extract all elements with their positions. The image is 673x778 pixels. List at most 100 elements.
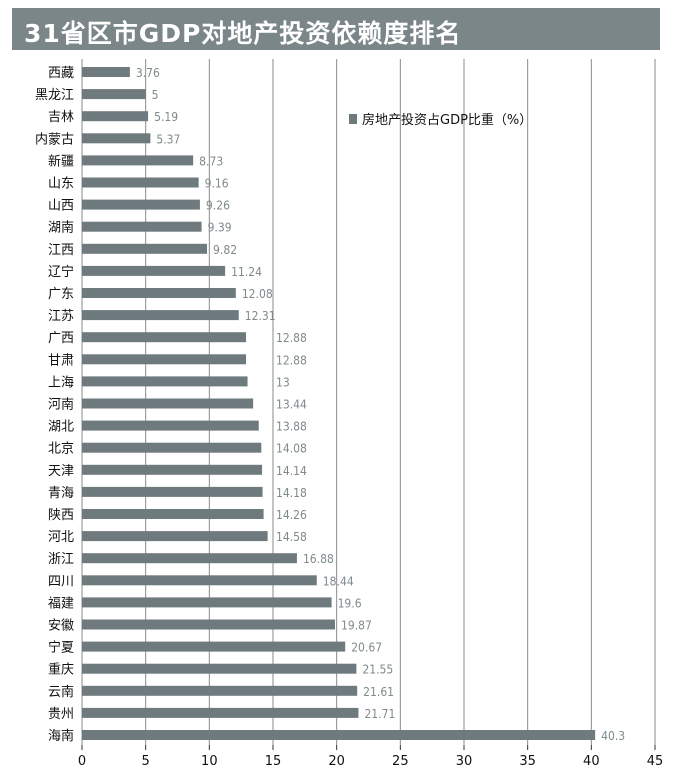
bar	[82, 221, 202, 232]
category-label: 贵州	[48, 707, 74, 722]
value-label: 9.16	[205, 177, 229, 191]
value-label: 13	[276, 375, 290, 389]
bar	[82, 707, 359, 718]
bar	[82, 310, 239, 321]
title-bar: 31省区市GDP对地产投资依赖度排名	[12, 8, 660, 50]
value-label: 14.14	[276, 464, 307, 478]
bar	[82, 111, 149, 122]
category-label: 宁夏	[48, 640, 74, 656]
category-label: 黑龙江	[35, 88, 74, 103]
bar	[82, 486, 263, 497]
value-label: 18.44	[323, 574, 354, 588]
value-label: 14.26	[276, 508, 307, 522]
bar	[82, 597, 332, 608]
x-tick-label: 15	[265, 754, 282, 769]
legend-label: 房地产投资占GDP比重（%）	[362, 112, 532, 128]
value-label: 5	[152, 88, 159, 102]
category-label: 湖南	[48, 220, 74, 236]
bar	[82, 619, 336, 630]
value-label: 40.3	[601, 729, 625, 743]
value-label: 13.88	[276, 420, 307, 434]
category-label: 内蒙古	[35, 131, 74, 147]
value-label: 19.87	[341, 619, 372, 633]
x-tick-label: 5	[142, 754, 150, 769]
category-label: 上海	[48, 375, 74, 390]
category-label: 安徽	[48, 619, 74, 634]
x-tick-label: 30	[456, 754, 473, 769]
category-label: 吉林	[48, 110, 74, 125]
value-label: 9.26	[206, 199, 230, 213]
value-label: 13.44	[276, 398, 307, 412]
bar	[82, 288, 236, 298]
bar	[82, 575, 317, 586]
value-label: 5.19	[154, 110, 178, 124]
bar	[82, 199, 200, 210]
bar	[82, 531, 268, 542]
bar	[82, 730, 596, 740]
bar	[82, 420, 259, 431]
category-label: 山西	[48, 199, 74, 214]
bar	[82, 67, 130, 77]
x-tick-label: 0	[78, 754, 86, 769]
value-label: 21.71	[364, 707, 395, 721]
bar	[82, 265, 226, 276]
category-label: 西藏	[48, 66, 74, 81]
value-label: 9.82	[213, 243, 237, 257]
bar	[82, 89, 146, 100]
x-tick-label: 35	[519, 754, 536, 769]
category-label: 青海	[48, 486, 74, 501]
bar	[82, 243, 208, 254]
bar	[82, 685, 358, 696]
x-tick-label: 25	[392, 754, 409, 769]
bar	[82, 354, 247, 365]
x-tick-label: 40	[583, 754, 600, 769]
value-label: 5.37	[156, 132, 180, 146]
value-label: 12.88	[276, 331, 307, 345]
category-label: 江苏	[48, 308, 74, 324]
value-label: 12.08	[242, 287, 273, 301]
bar	[82, 442, 262, 453]
category-label: 新疆	[48, 153, 74, 169]
bar	[82, 553, 297, 564]
category-label: 陕西	[48, 508, 74, 523]
bar	[82, 641, 346, 652]
value-label: 14.18	[276, 486, 307, 500]
category-label: 江西	[48, 243, 74, 258]
category-label: 甘肃	[48, 353, 74, 368]
category-label: 广西	[48, 331, 74, 346]
category-label: 辽宁	[48, 264, 74, 280]
x-tick-label: 45	[647, 754, 664, 769]
value-label: 11.24	[231, 265, 262, 279]
category-label: 山东	[48, 177, 74, 192]
bar	[82, 133, 151, 144]
category-label: 浙江	[48, 552, 74, 567]
category-label: 河南	[48, 397, 74, 413]
category-label: 重庆	[48, 662, 74, 678]
category-label: 四川	[48, 574, 74, 589]
bar	[82, 398, 254, 409]
category-label: 福建	[48, 596, 74, 611]
value-label: 21.61	[363, 685, 394, 699]
value-label: 8.73	[199, 154, 223, 168]
x-tick-label: 10	[201, 754, 218, 769]
value-label: 14.58	[276, 530, 307, 544]
bar	[82, 177, 199, 188]
category-label: 天津	[48, 464, 74, 479]
value-label: 16.88	[303, 552, 334, 566]
bar	[82, 663, 357, 674]
category-label: 云南	[48, 684, 74, 700]
value-label: 14.08	[276, 442, 307, 456]
value-label: 20.67	[351, 641, 382, 655]
value-label: 19.6	[338, 596, 362, 610]
category-label: 湖北	[48, 420, 74, 435]
bar	[82, 464, 263, 475]
value-label: 3.76	[136, 66, 160, 80]
value-label: 12.31	[245, 309, 276, 323]
bar	[82, 376, 248, 387]
category-label: 海南	[48, 728, 74, 744]
value-label: 9.39	[208, 221, 232, 235]
bar	[82, 155, 194, 166]
category-label: 河北	[48, 530, 74, 545]
category-label: 北京	[48, 442, 74, 457]
